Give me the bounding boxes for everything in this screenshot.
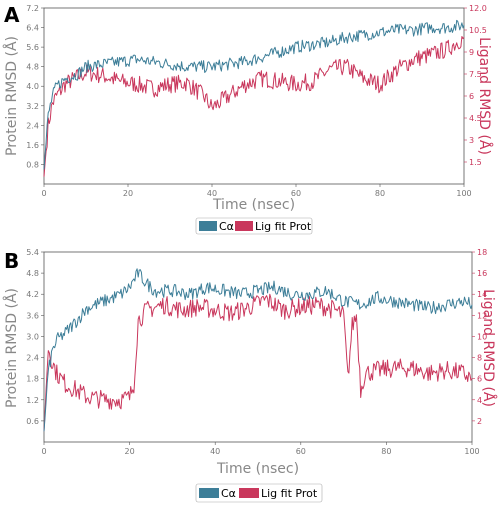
y-left-axis-ticks: 0.6 1.2 1.8 2.4 3.0 3.6 4.2 4.8 5.4 xyxy=(26,248,44,426)
x-axis-ticks: 0 20 40 60 80 100 xyxy=(41,442,480,456)
y-right-tick-label: 4 xyxy=(477,396,482,405)
y-right-tick-label: 16 xyxy=(477,269,487,278)
y-right-tick-label: 9 xyxy=(469,48,474,57)
y-left-axis-label: Protein RMSD (Å) xyxy=(3,288,20,408)
panel-b: B 0 20 40 60 80 100 0.6 1.2 1.8 2.4 3.0 3.6 4.2 4.8 5… xyxy=(3,248,497,503)
x-tick-label: 40 xyxy=(210,447,220,456)
y-left-tick-label: 1.2 xyxy=(26,396,39,405)
plot-area xyxy=(43,19,465,177)
y-left-tick-label: 2.4 xyxy=(26,121,39,130)
y-right-tick-label: 18 xyxy=(477,248,487,257)
y-right-tick-label: 4.5 xyxy=(469,114,482,123)
x-tick-label: 40 xyxy=(207,189,217,198)
x-tick-label: 100 xyxy=(456,189,471,198)
plot-area xyxy=(43,268,473,432)
y-right-tick-label: 14 xyxy=(477,290,487,299)
series-line-ligand xyxy=(43,293,473,432)
y-right-axis-ticks: 1.5 3 4.5 6 7.5 9 10.5 12.0 xyxy=(464,4,487,167)
y-left-tick-label: 4.8 xyxy=(26,63,39,72)
y-left-tick-label: 0.6 xyxy=(26,417,39,426)
legend: Cα Lig fit Prot xyxy=(195,217,313,235)
y-left-tick-label: 3.0 xyxy=(26,332,39,341)
y-right-axis-label: Ligand RMSD (Å) xyxy=(480,289,497,407)
x-tick-label: 0 xyxy=(41,189,46,198)
y-left-tick-label: 3.6 xyxy=(26,311,39,320)
series-line-ligand xyxy=(43,36,465,177)
x-tick-label: 20 xyxy=(123,189,133,198)
y-right-tick-label: 12.0 xyxy=(469,4,487,13)
x-tick-label: 0 xyxy=(41,447,46,456)
panel-a: A 0 20 40 60 80 100 0.8 1.6 2.4 3.2 4.0 4.8 5.6 6.4 7… xyxy=(3,3,493,235)
y-left-tick-label: 4.8 xyxy=(26,269,39,278)
x-tick-label: 20 xyxy=(125,447,135,456)
x-axis-ticks: 0 20 40 60 80 100 xyxy=(41,184,472,198)
legend-swatch-protein xyxy=(199,488,219,498)
series-line-protein xyxy=(43,268,473,432)
x-tick-label: 100 xyxy=(464,447,479,456)
panel-label: A xyxy=(4,3,20,27)
y-right-tick-label: 6 xyxy=(477,375,482,384)
y-left-tick-label: 4.0 xyxy=(26,82,39,91)
y-right-tick-label: 2 xyxy=(477,417,482,426)
legend-box xyxy=(195,217,313,235)
legend-label-protein: Cα xyxy=(219,220,234,233)
series-line-protein xyxy=(43,19,465,170)
y-right-tick-label: 6 xyxy=(469,92,474,101)
legend-label-protein: Cα xyxy=(221,487,236,500)
legend-label-ligand: Lig fit Prot xyxy=(261,487,318,500)
y-right-axis-label: Ligand RMSD (Å) xyxy=(476,37,493,155)
y-left-tick-label: 1.6 xyxy=(26,141,39,150)
legend: Cα Lig fit Prot xyxy=(195,483,323,503)
y-left-tick-label: 2.4 xyxy=(26,354,39,363)
legend-swatch-ligand xyxy=(239,488,259,498)
y-left-axis-label: Protein RMSD (Å) xyxy=(3,36,20,156)
y-left-axis-ticks: 0.8 1.6 2.4 3.2 4.0 4.8 5.6 6.4 7.2 xyxy=(26,4,44,169)
y-left-tick-label: 5.6 xyxy=(26,43,39,52)
y-right-tick-label: 10.5 xyxy=(469,26,487,35)
plot-frame xyxy=(43,7,465,185)
y-right-tick-label: 7.5 xyxy=(469,70,482,79)
y-right-tick-label: 8 xyxy=(477,354,482,363)
legend-swatch-protein xyxy=(199,221,217,231)
y-left-tick-label: 7.2 xyxy=(26,4,39,13)
x-tick-label: 60 xyxy=(291,189,301,198)
y-left-tick-label: 1.8 xyxy=(26,375,39,384)
legend-swatch-ligand xyxy=(235,221,253,231)
x-axis-label: Time (nsec) xyxy=(216,461,299,477)
plot-frame xyxy=(43,251,473,443)
x-tick-label: 60 xyxy=(296,447,306,456)
y-right-tick-label: 3 xyxy=(469,136,474,145)
y-right-axis-ticks: 2 4 6 8 10 12 14 16 18 xyxy=(472,248,487,426)
y-left-tick-label: 4.2 xyxy=(26,290,39,299)
x-axis-label: Time (nsec) xyxy=(212,197,295,213)
y-left-tick-label: 0.8 xyxy=(26,160,39,169)
panel-label: B xyxy=(4,249,19,273)
y-right-tick-label: 12 xyxy=(477,311,487,320)
y-left-tick-label: 3.2 xyxy=(26,102,39,111)
x-tick-label: 80 xyxy=(381,447,391,456)
y-right-tick-label: 10 xyxy=(477,332,487,341)
y-right-tick-label: 1.5 xyxy=(469,158,482,167)
y-left-tick-label: 5.4 xyxy=(26,248,39,257)
legend-label-ligand: Lig fit Prot xyxy=(255,220,312,233)
x-tick-label: 80 xyxy=(375,189,385,198)
y-left-tick-label: 6.4 xyxy=(26,24,39,33)
